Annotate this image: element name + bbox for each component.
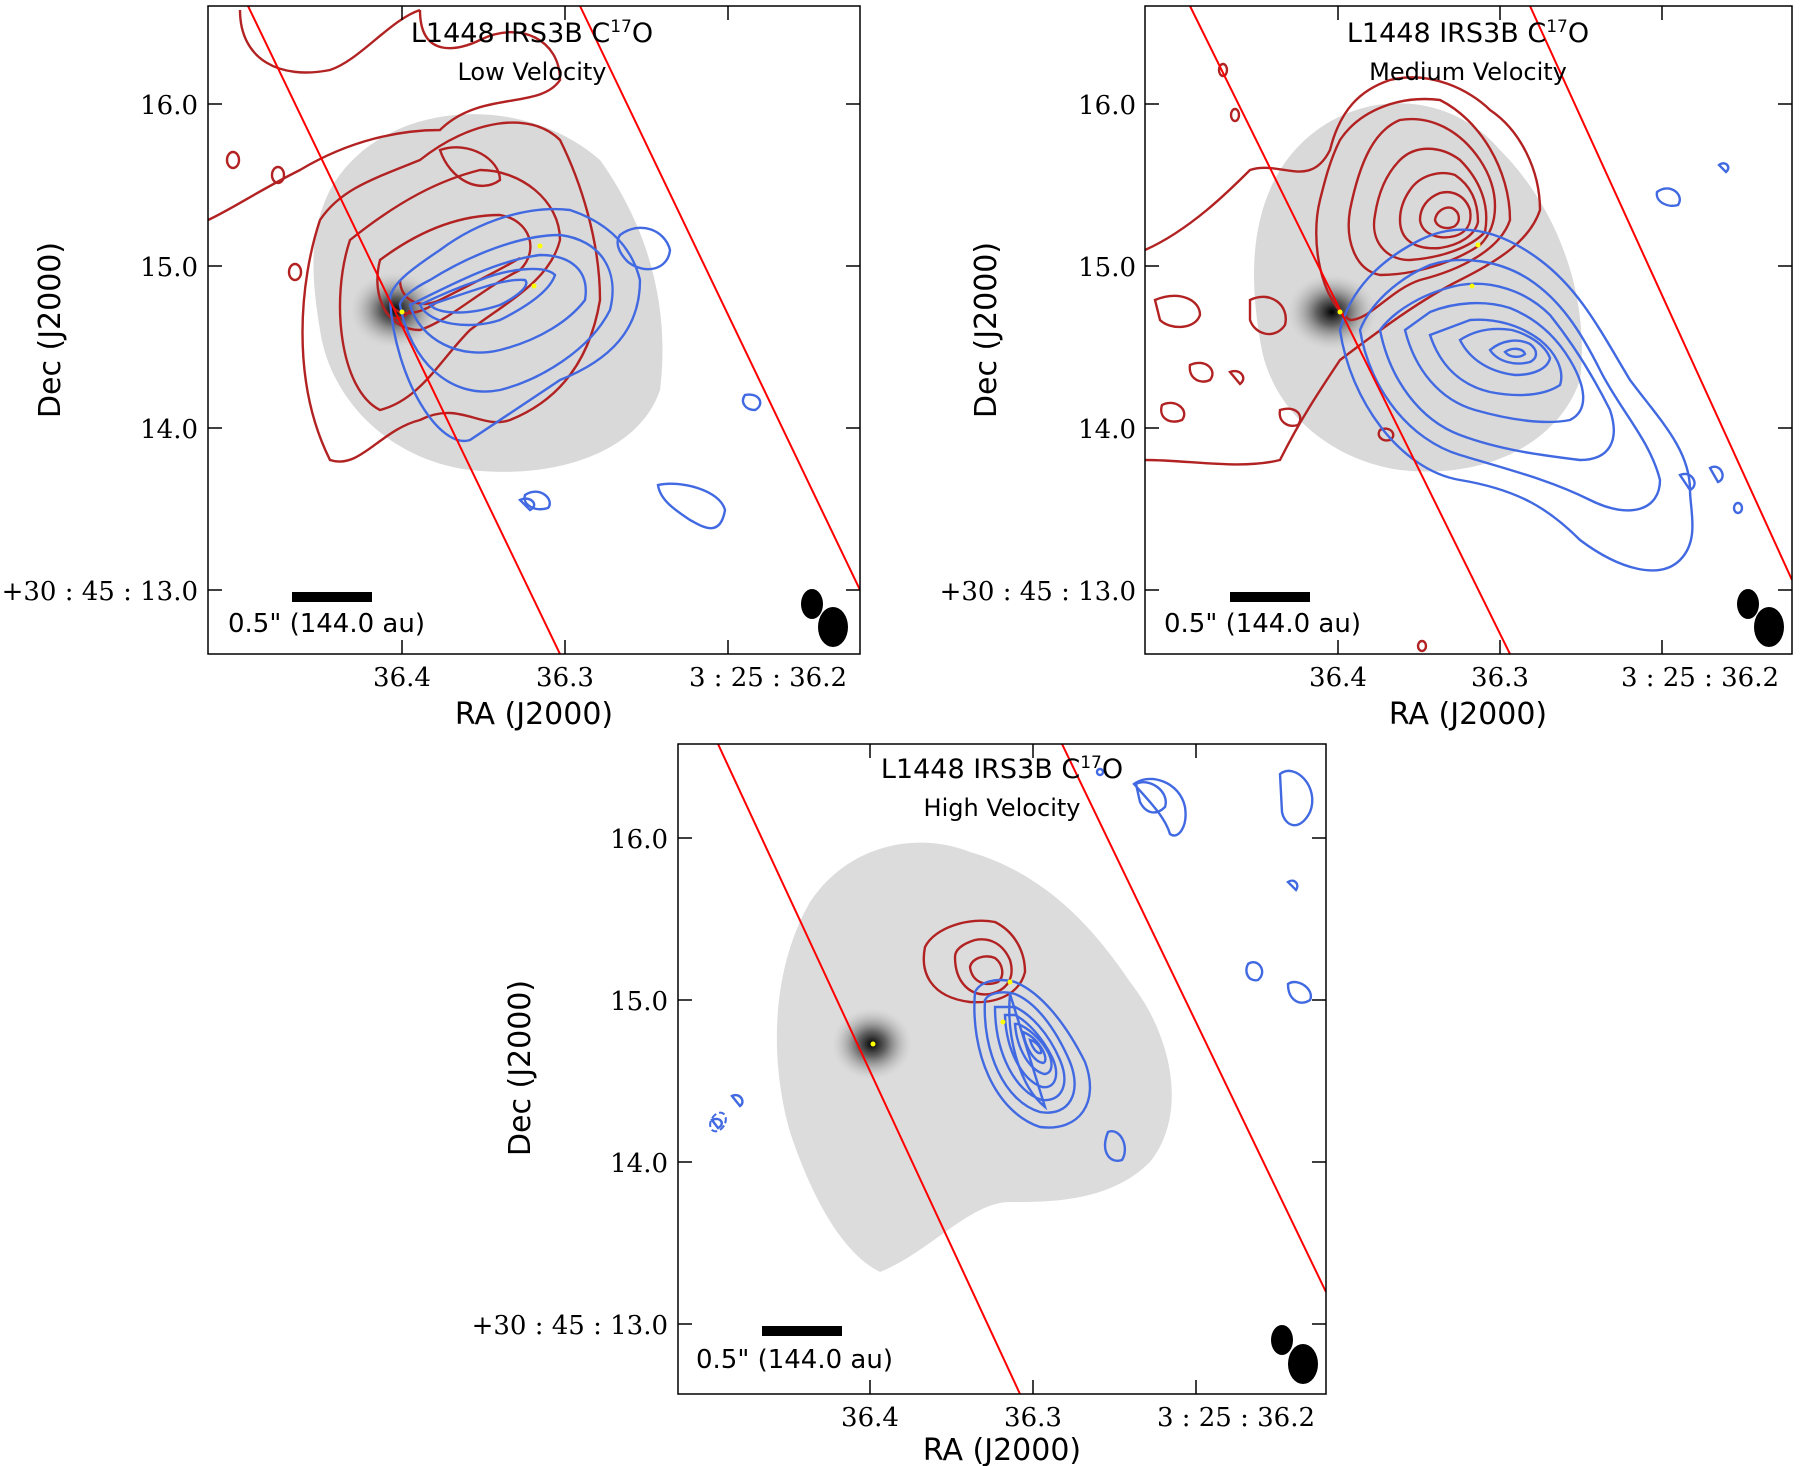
tick-marks bbox=[678, 744, 1326, 1394]
x-tick-label: 36.4 bbox=[373, 663, 431, 693]
dust-continuum bbox=[776, 842, 1172, 1272]
x-tick-label: 36.3 bbox=[1471, 663, 1529, 693]
source-marker bbox=[1475, 242, 1481, 248]
source-marker bbox=[1000, 1019, 1006, 1025]
y-axis-title: Dec (J2000) bbox=[503, 980, 538, 1156]
y-tick-label: 16.0 bbox=[140, 91, 198, 121]
panel-title: L1448 IRS3B C17O bbox=[1347, 17, 1589, 49]
beam-ellipse bbox=[1288, 1344, 1318, 1384]
y-tick-label: 15.0 bbox=[610, 987, 668, 1017]
outflow-edge-line bbox=[1189, 6, 1511, 654]
tick-marks bbox=[208, 6, 860, 654]
scale-label: 0.5" (144.0 au) bbox=[1164, 609, 1361, 639]
y-tick-label: +30 : 45 : 13.0 bbox=[472, 1311, 668, 1341]
panel-title: L1448 IRS3B C17O bbox=[881, 753, 1123, 785]
source-marker bbox=[1007, 979, 1013, 985]
x-tick-label: 3 : 25 : 36.2 bbox=[689, 663, 847, 693]
beam-ellipse bbox=[1754, 607, 1784, 647]
scale-label: 0.5" (144.0 au) bbox=[696, 1345, 893, 1375]
map-low-velocity: L1448 IRS3B C17O Low Velocity 0.5" (144.… bbox=[2, 5, 861, 732]
x-tick-label: 3 : 25 : 36.2 bbox=[1621, 663, 1779, 693]
source-marker bbox=[531, 283, 537, 289]
blueshifted-contours bbox=[710, 767, 1314, 1162]
beam-ellipse bbox=[818, 607, 848, 647]
scale-bar bbox=[292, 592, 372, 602]
source-marker bbox=[1469, 283, 1475, 289]
tick-marks bbox=[1145, 6, 1792, 654]
x-tick-label: 36.3 bbox=[536, 663, 594, 693]
outflow-edge-line bbox=[579, 6, 860, 591]
blueshifted-contours bbox=[1338, 162, 1744, 572]
x-axis-title: RA (J2000) bbox=[923, 1433, 1081, 1466]
panel-title: L1448 IRS3B C17O bbox=[411, 17, 653, 49]
y-tick-label: +30 : 45 : 13.0 bbox=[940, 577, 1136, 607]
y-tick-label: 16.0 bbox=[610, 825, 668, 855]
source-marker bbox=[1337, 309, 1343, 315]
plot-frame bbox=[1144, 5, 1793, 655]
outflow-edge-line bbox=[717, 744, 1021, 1394]
outflow-edge-line bbox=[247, 6, 561, 654]
panel-low-velocity: L1448 IRS3B C17O Low Velocity 0.5" (144.… bbox=[0, 0, 900, 740]
y-tick-label: 15.0 bbox=[1078, 253, 1136, 283]
panel-subtitle: Medium Velocity bbox=[1369, 58, 1567, 86]
y-tick-label: 14.0 bbox=[140, 415, 198, 445]
y-axis-title: Dec (J2000) bbox=[33, 242, 68, 418]
dust-continuum bbox=[1254, 103, 1582, 472]
outflow-edge-line bbox=[1529, 6, 1792, 581]
redshifted-contours bbox=[922, 919, 1027, 1004]
x-tick-label: 36.3 bbox=[1004, 1403, 1062, 1433]
plot-frame bbox=[207, 5, 861, 655]
negative-contours bbox=[709, 1111, 727, 1133]
plot-frame bbox=[677, 743, 1327, 1395]
beam-ellipse bbox=[801, 589, 823, 619]
x-axis-title: RA (J2000) bbox=[1389, 697, 1547, 732]
panel-medium-velocity: L1448 IRS3B C17O Medium Velocity 0.5" (1… bbox=[900, 0, 1800, 740]
x-tick-label: 3 : 25 : 36.2 bbox=[1157, 1403, 1315, 1433]
map-high-velocity: L1448 IRS3B C17O High Velocity 0.5" (144… bbox=[472, 743, 1327, 1466]
outflow-edge-line bbox=[1061, 744, 1326, 1293]
y-tick-label: +30 : 45 : 13.0 bbox=[2, 577, 198, 607]
source-marker bbox=[537, 243, 543, 249]
source-marker bbox=[399, 309, 405, 315]
panel-subtitle: High Velocity bbox=[924, 794, 1081, 822]
panel-high-velocity: L1448 IRS3B C17O High Velocity 0.5" (144… bbox=[450, 732, 1350, 1466]
x-axis-title: RA (J2000) bbox=[455, 697, 613, 732]
map-medium-velocity: L1448 IRS3B C17O Medium Velocity 0.5" (1… bbox=[940, 5, 1793, 732]
y-tick-label: 14.0 bbox=[610, 1149, 668, 1179]
redshifted-contours bbox=[1145, 62, 1542, 653]
source-marker bbox=[870, 1041, 876, 1047]
y-tick-label: 16.0 bbox=[1078, 91, 1136, 121]
y-axis-title: Dec (J2000) bbox=[969, 242, 1004, 418]
blueshifted-contours bbox=[388, 207, 762, 530]
scale-label: 0.5" (144.0 au) bbox=[228, 609, 425, 639]
scale-bar bbox=[1230, 592, 1310, 602]
scale-bar bbox=[762, 1326, 842, 1336]
x-tick-label: 36.4 bbox=[841, 1403, 899, 1433]
x-tick-label: 36.4 bbox=[1309, 663, 1367, 693]
y-tick-label: 15.0 bbox=[140, 253, 198, 283]
beam-ellipse bbox=[1271, 1325, 1293, 1355]
dust-peak bbox=[1287, 274, 1377, 350]
y-tick-label: 14.0 bbox=[1078, 415, 1136, 445]
panel-subtitle: Low Velocity bbox=[457, 58, 606, 86]
beam-ellipse bbox=[1737, 589, 1759, 619]
